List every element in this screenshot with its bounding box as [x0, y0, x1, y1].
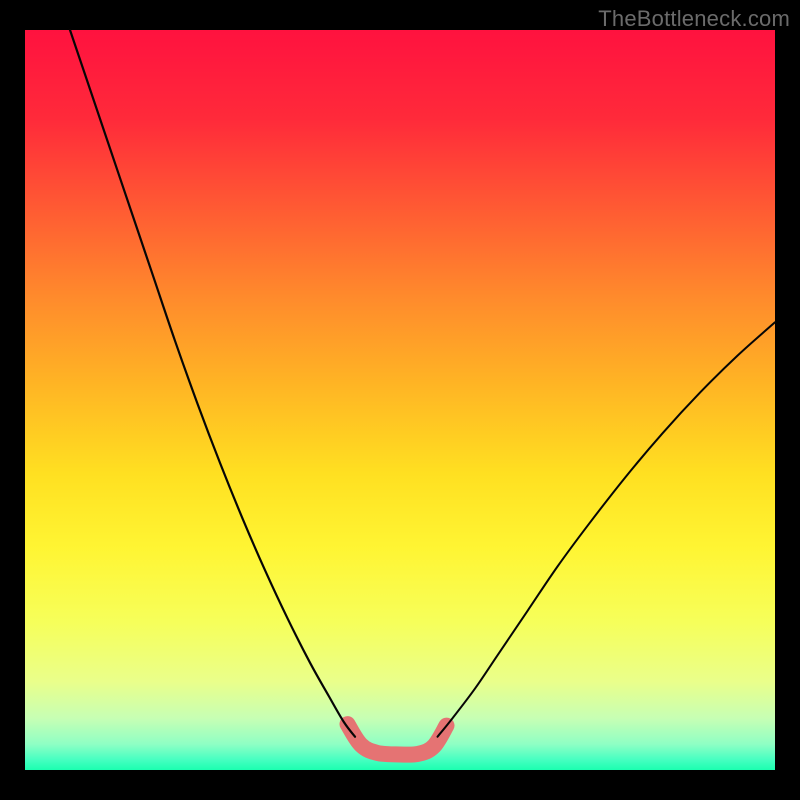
- watermark-text: TheBottleneck.com: [598, 6, 790, 32]
- chart-background: [25, 30, 775, 770]
- bottleneck-chart: [0, 0, 800, 800]
